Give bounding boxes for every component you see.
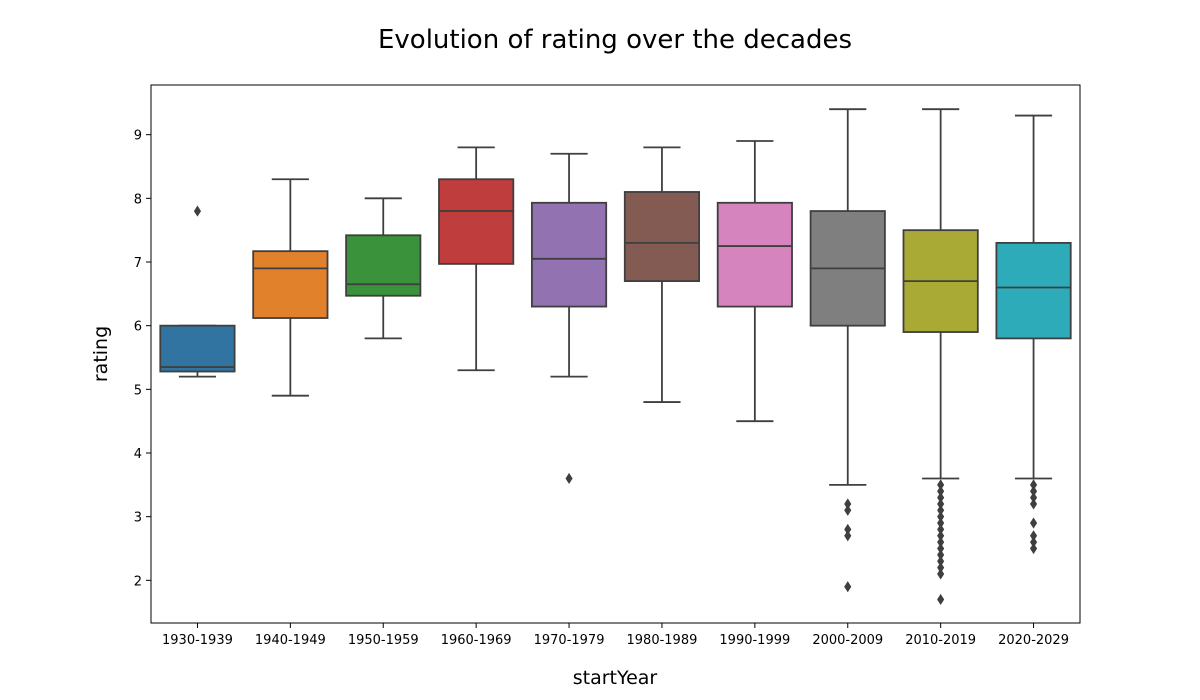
x-tick-label: 1960-1969 (441, 633, 512, 648)
y-tick-label: 9 (134, 129, 142, 144)
y-tick-label: 4 (134, 447, 142, 462)
box-group-1970-1979 (530, 152, 608, 485)
box-group-1980-1989 (623, 146, 701, 403)
outlier-point (1029, 517, 1038, 529)
iqr-box (995, 241, 1072, 340)
plot-area (159, 108, 1072, 605)
iqr-box (530, 201, 608, 308)
x-tick-label: 1930-1939 (162, 633, 233, 648)
plot-frame (150, 84, 1081, 624)
box-group-1990-1999 (716, 140, 793, 423)
iqr-box (438, 178, 515, 265)
x-axis-label: startYear (573, 667, 658, 689)
x-axis: 1930-1939 1940-1949 1950-1959 1960-1969 1970… (162, 623, 1069, 648)
iqr-box (159, 324, 236, 373)
box-group-2020-2029 (995, 114, 1072, 555)
x-tick-label: 2000-2009 (812, 633, 883, 648)
outlier-point (1029, 498, 1038, 510)
box-group-1950-1959 (345, 197, 422, 340)
iqr-box (623, 191, 701, 282)
iqr-box (345, 234, 422, 297)
y-axis: 2 3 4 5 6 7 8 9 (134, 129, 151, 589)
iqr-box (716, 201, 793, 308)
outlier-point (937, 568, 945, 580)
y-tick-label: 2 (134, 574, 142, 589)
box-group-1930-1939 (159, 205, 236, 378)
outlier-point (1029, 542, 1038, 555)
y-tick-label: 6 (134, 320, 142, 335)
y-axis-label: rating (90, 326, 112, 382)
iqr-box (252, 250, 329, 319)
x-tick-label: 1970-1979 (534, 633, 605, 648)
outlier-point (844, 504, 852, 516)
x-tick-label: 1950-1959 (348, 633, 419, 648)
outlier-point (937, 593, 945, 605)
x-tick-label: 1940-1949 (255, 633, 326, 648)
outlier-point (193, 205, 202, 217)
outlier-point (844, 581, 852, 593)
box-group-2010-2019 (902, 108, 979, 605)
x-tick-label: 2010-2019 (905, 633, 976, 648)
box-group-1960-1969 (438, 146, 515, 372)
y-tick-label: 3 (134, 511, 142, 526)
y-tick-label: 5 (134, 383, 142, 398)
x-tick-label: 2020-2029 (998, 633, 1069, 648)
box-group-1940-1949 (252, 178, 329, 397)
outlier-point (565, 472, 573, 485)
x-tick-label: 1990-1999 (719, 633, 790, 648)
box-group-2000-2009 (809, 108, 886, 593)
outlier-point (844, 530, 852, 542)
x-tick-label: 1980-1989 (627, 633, 698, 648)
y-tick-label: 8 (134, 192, 142, 207)
y-tick-label: 7 (134, 256, 142, 271)
chart-title: Evolution of rating over the decades (378, 25, 852, 55)
